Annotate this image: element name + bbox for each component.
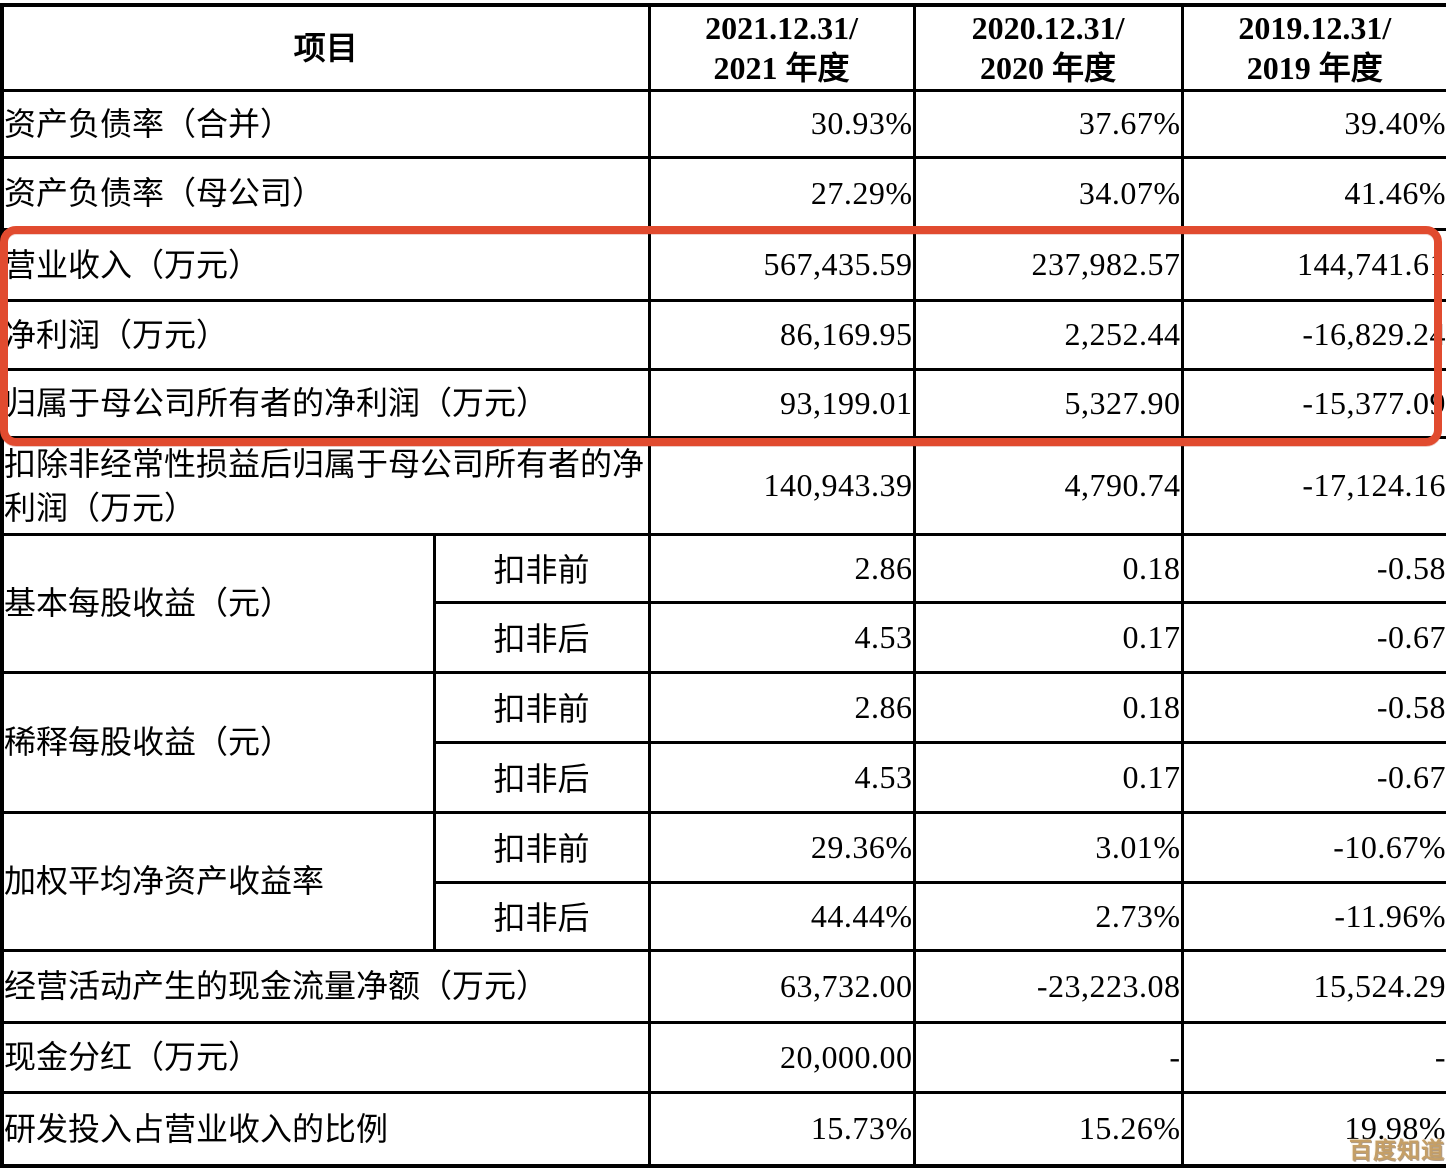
cell-2019: -0.58 <box>1180 670 1446 744</box>
cell-2020: 237,982.57 <box>912 227 1184 302</box>
cell-2021: 44.44% <box>647 880 916 952</box>
cell-2020: 2.73% <box>912 880 1184 952</box>
row-label-basic-eps: 基本每股收益（元） <box>0 532 436 674</box>
row-label-weighted-avg-roe: 加权平均净资产收益率 <box>0 810 436 952</box>
subrow-label-pre-deduction: 扣非前 <box>432 810 651 884</box>
cell-2021: 30.93% <box>647 88 916 159</box>
row-label-operating-revenue: 营业收入（万元） <box>0 227 651 302</box>
row-label-operating-cash-flow: 经营活动产生的现金流量净额（万元） <box>0 948 651 1024</box>
table-row: 扣非后 4.53 0.17 -0.67 <box>2 740 1446 814</box>
cell-2021: 2.86 <box>647 670 916 744</box>
cell-2021: 567,435.59 <box>647 227 916 302</box>
cell-2020: 0.18 <box>912 532 1184 604</box>
cell-2021: 63,732.00 <box>647 948 916 1024</box>
cell-2021: 27.29% <box>647 155 916 231</box>
cell-2020: 5,327.90 <box>912 367 1184 439</box>
cell-2019: -0.67 <box>1180 740 1446 814</box>
table-row: 扣除非经常性损益后归属于母公司所有者的净利润（万元） 140,943.39 4,… <box>0 435 1446 536</box>
row-label-debt-ratio-parent: 资产负债率（母公司） <box>0 155 651 231</box>
cell-2021: 2.86 <box>647 532 916 604</box>
cell-2021: 4.53 <box>647 600 916 674</box>
cell-2020: 2,252.44 <box>912 298 1184 371</box>
row-label-net-profit-parent: 归属于母公司所有者的净利润（万元） <box>0 367 651 439</box>
table-row: 资产负债率（合并） 30.93% 37.67% 39.40% <box>0 88 1446 159</box>
table-row: 扣非后 44.44% 2.73% -11.96% <box>2 880 1446 952</box>
header-row: 项目 2021.12.31/ 2021 年度 2020.12.31/ 2020 … <box>0 3 1446 92</box>
cell-2021: 140,943.39 <box>647 435 916 536</box>
cell-2020: 0.17 <box>912 600 1184 674</box>
table-row: 扣非后 4.53 0.17 -0.67 <box>2 600 1446 674</box>
row-label-cash-dividend: 现金分红（万元） <box>0 1020 651 1094</box>
table-row: 现金分红（万元） 20,000.00 - - <box>0 1020 1446 1094</box>
cell-2020: 0.17 <box>912 740 1184 814</box>
table-row: 经营活动产生的现金流量净额（万元） 63,732.00 -23,223.08 1… <box>0 948 1446 1024</box>
cell-2020: 4,790.74 <box>912 435 1184 536</box>
cell-2021: 20,000.00 <box>647 1020 916 1094</box>
cell-2021: 93,199.01 <box>647 367 916 439</box>
subrow-label-post-deduction: 扣非后 <box>432 740 651 814</box>
cell-2019: 144,741.61 <box>1180 227 1446 302</box>
cell-2020: 0.18 <box>912 670 1184 744</box>
cell-2020: 37.67% <box>912 88 1184 159</box>
row-label-net-profit-deducted: 扣除非经常性损益后归属于母公司所有者的净利润（万元） <box>0 435 651 536</box>
cell-2021: 4.53 <box>647 740 916 814</box>
cell-2021: 15.73% <box>647 1090 916 1168</box>
header-period-2019-line1: 2019.12.31/ <box>1238 9 1392 46</box>
header-period-2019-line2: 2019 年度 <box>1246 49 1383 86</box>
cell-2019: -10.67% <box>1180 810 1446 884</box>
financial-summary-table: 项目 2021.12.31/ 2021 年度 2020.12.31/ 2020 … <box>0 3 1446 1168</box>
cell-2019: -17,124.16 <box>1180 435 1446 536</box>
header-period-2021: 2021.12.31/ 2021 年度 <box>647 3 916 92</box>
cell-2019: -0.67 <box>1180 600 1446 674</box>
table-row: 加权平均净资产收益率 扣非前 29.36% 3.01% -10.67% <box>0 810 1446 952</box>
cell-2019: -16,829.24 <box>1180 298 1446 371</box>
table-row-highlighted: 归属于母公司所有者的净利润（万元） 93,199.01 5,327.90 -15… <box>0 367 1446 439</box>
subrow-label-post-deduction: 扣非后 <box>432 880 651 952</box>
cell-2019: -11.96% <box>1180 880 1446 952</box>
cell-2019: 41.46% <box>1180 155 1446 231</box>
row-label-net-profit: 净利润（万元） <box>0 298 651 371</box>
cell-2019: 39.40% <box>1180 88 1446 159</box>
cell-2021: 86,169.95 <box>647 298 916 371</box>
cell-2020: -23,223.08 <box>912 948 1184 1024</box>
header-item: 项目 <box>0 3 651 92</box>
header-period-2020: 2020.12.31/ 2020 年度 <box>912 3 1184 92</box>
header-period-2021-line2: 2021 年度 <box>713 49 850 86</box>
cell-2019: 15,524.29 <box>1180 948 1446 1024</box>
header-period-2019: 2019.12.31/ 2019 年度 <box>1180 3 1446 92</box>
cell-2019: -0.58 <box>1180 532 1446 604</box>
cell-2021: 29.36% <box>647 810 916 884</box>
cell-2020: 15.26% <box>912 1090 1184 1168</box>
subrow-label-pre-deduction: 扣非前 <box>432 532 651 604</box>
row-label-debt-ratio-consolidated: 资产负债率（合并） <box>0 88 651 159</box>
cell-2020: 34.07% <box>912 155 1184 231</box>
table-row: 研发投入占营业收入的比例 15.73% 15.26% 19.98% <box>0 1090 1446 1168</box>
table-row: 稀释每股收益（元） 扣非前 2.86 0.18 -0.58 <box>0 670 1446 814</box>
baidu-zhidao-watermark: 百度知道 <box>1349 1137 1445 1163</box>
cell-2019: -15,377.09 <box>1180 367 1446 439</box>
table-row-highlighted: 净利润（万元） 86,169.95 2,252.44 -16,829.24 <box>0 298 1446 371</box>
header-period-2020-line2: 2020 年度 <box>980 49 1117 86</box>
subrow-label-post-deduction: 扣非后 <box>432 600 651 674</box>
row-label-rd-expense-ratio: 研发投入占营业收入的比例 <box>0 1090 651 1168</box>
row-label-diluted-eps: 稀释每股收益（元） <box>0 670 436 814</box>
table-row: 资产负债率（母公司） 27.29% 34.07% 41.46% <box>0 155 1446 231</box>
table-row-highlighted: 营业收入（万元） 567,435.59 237,982.57 144,741.6… <box>0 227 1446 302</box>
cell-2020: - <box>912 1020 1184 1094</box>
cell-2020: 3.01% <box>912 810 1184 884</box>
header-period-2020-line1: 2020.12.31/ <box>971 9 1125 46</box>
cell-2019: - <box>1180 1020 1446 1094</box>
table-row: 基本每股收益（元） 扣非前 2.86 0.18 -0.58 <box>0 532 1446 674</box>
header-period-2021-line1: 2021.12.31/ <box>705 9 858 46</box>
subrow-label-pre-deduction: 扣非前 <box>432 670 651 744</box>
